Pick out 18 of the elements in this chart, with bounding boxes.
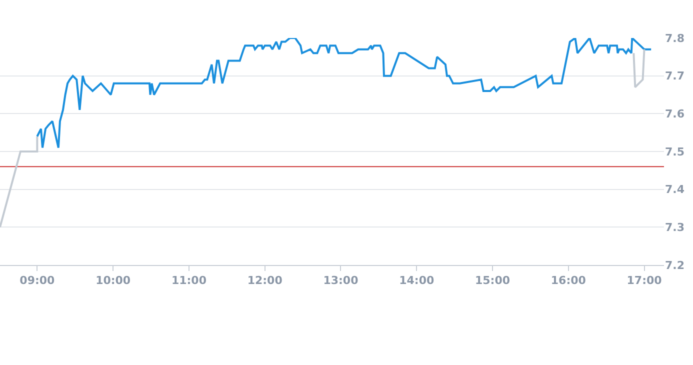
x-tick-label: 13:00 [323, 274, 359, 288]
y-tick-label: 7.8 [665, 32, 684, 45]
x-tick-label: 10:00 [96, 274, 131, 288]
x-tick-label: 16:00 [550, 274, 586, 288]
y-tick-label: 7.7 [665, 70, 684, 83]
y-tick-label: 7.3 [665, 221, 684, 234]
x-tick-label: 11:00 [171, 274, 207, 288]
x-tick-label: 14:00 [399, 274, 434, 288]
x-tick-label: 15:00 [474, 274, 510, 288]
line-series [36, 38, 652, 149]
x-tick-label: 09:00 [20, 274, 56, 288]
line-series [632, 48, 646, 88]
x-tick-label: 12:00 [247, 274, 283, 288]
x-tick-label: 17:00 [626, 274, 662, 288]
y-tick-label: 7.2 [665, 258, 684, 272]
y-tick-label: 7.5 [665, 145, 684, 158]
y-tick-label: 7.6 [665, 108, 685, 121]
y-tick-label: 7.4 [665, 183, 685, 196]
